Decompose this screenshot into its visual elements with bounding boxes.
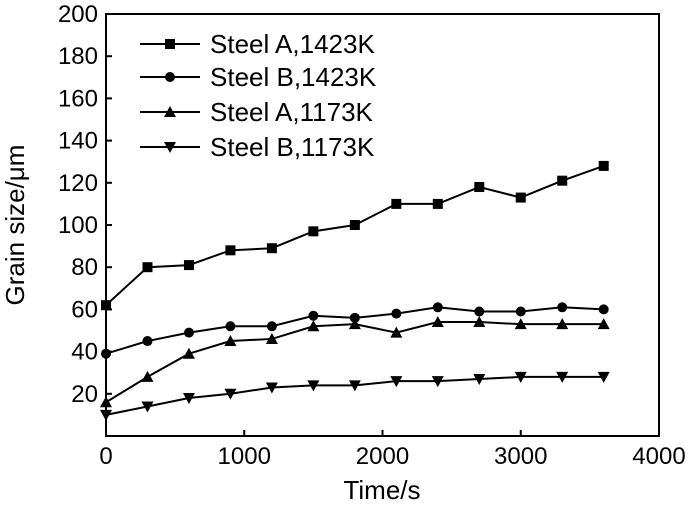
data-point: [101, 348, 111, 359]
legend-item: Steel B,1173K: [140, 132, 375, 162]
data-point: [597, 318, 610, 330]
legend-marker: [165, 39, 175, 49]
legend-label: Steel A,1173K: [210, 97, 374, 127]
data-point: [308, 310, 319, 321]
series-3: [100, 316, 610, 408]
data-point: [557, 302, 568, 313]
data-point: [225, 321, 236, 332]
data-point: [141, 370, 154, 382]
data-point: [349, 220, 360, 230]
data-point: [183, 260, 194, 271]
y-tick-label: 60: [71, 296, 98, 323]
data-point: [141, 401, 154, 413]
x-axis-title: Time/s: [343, 475, 420, 505]
data-point: [556, 318, 569, 330]
series-layer: [100, 160, 610, 421]
data-point: [307, 380, 320, 392]
data-point: [514, 318, 527, 330]
series-2: [101, 302, 609, 359]
y-axis-title: Grain size/μm: [0, 145, 30, 306]
data-point: [349, 312, 360, 323]
data-point: [556, 371, 569, 383]
data-point: [557, 175, 568, 186]
legend-label: Steel A,1423K: [210, 29, 375, 59]
data-point: [101, 300, 111, 311]
y-tick-label: 200: [58, 1, 98, 28]
data-point: [142, 336, 153, 347]
legend-label: Steel B,1423K: [210, 62, 377, 92]
legend-marker: [164, 106, 176, 117]
data-point: [100, 396, 112, 408]
data-point: [598, 304, 609, 315]
legend-label: Steel B,1173K: [210, 132, 375, 162]
data-point: [266, 321, 277, 332]
series-1: [101, 160, 609, 311]
data-point: [266, 243, 277, 254]
data-point: [265, 382, 278, 394]
data-point: [432, 302, 443, 313]
y-tick-label: 160: [58, 85, 98, 112]
data-point: [308, 226, 319, 237]
legend-item: Steel B,1423K: [140, 62, 377, 92]
y-tick-label: 80: [71, 254, 98, 281]
y-tick-label: 100: [58, 212, 98, 239]
y-tick-label: 40: [71, 339, 98, 366]
data-point: [391, 308, 402, 319]
data-point: [391, 198, 402, 209]
data-point: [598, 160, 609, 171]
data-point: [265, 332, 278, 344]
data-point: [224, 388, 237, 400]
data-point: [474, 182, 485, 193]
data-point: [473, 374, 486, 386]
data-point: [100, 409, 112, 421]
legend-marker: [165, 72, 175, 82]
data-point: [224, 335, 237, 347]
legend-marker: [164, 142, 176, 153]
x-tick-label: 2000: [356, 443, 409, 470]
data-point: [432, 198, 443, 209]
data-point: [182, 347, 195, 359]
data-point: [515, 306, 526, 317]
legend-item: Steel A,1173K: [140, 97, 374, 127]
data-point: [474, 306, 485, 317]
x-tick-label: 1000: [218, 443, 271, 470]
legend-item: Steel A,1423K: [140, 29, 375, 59]
y-tick-label: 140: [58, 128, 98, 155]
data-point: [183, 327, 194, 338]
y-tick-label: 120: [58, 170, 98, 197]
data-point: [515, 192, 526, 203]
data-point: [514, 371, 527, 383]
x-tick-label: 0: [99, 443, 112, 470]
data-point: [182, 393, 195, 405]
data-point: [597, 371, 610, 383]
data-point: [142, 262, 153, 273]
x-tick-label: 4000: [632, 443, 685, 470]
y-tick-label: 180: [58, 43, 98, 70]
y-tick-label: 20: [71, 381, 98, 408]
data-point: [473, 316, 486, 328]
data-point: [348, 380, 361, 392]
data-point: [307, 320, 320, 332]
data-point: [431, 316, 444, 328]
series-line: [105, 164, 605, 306]
series-4: [100, 371, 610, 421]
data-point: [431, 376, 444, 388]
x-tick-label: 3000: [494, 443, 547, 470]
data-point: [390, 376, 403, 388]
data-point: [348, 318, 361, 330]
ticks-layer: 0 1000 2000 3000 4000 20 40 60 80 100 120 140 160 180…: [58, 1, 686, 470]
data-point: [225, 245, 236, 256]
data-point: [390, 326, 403, 338]
